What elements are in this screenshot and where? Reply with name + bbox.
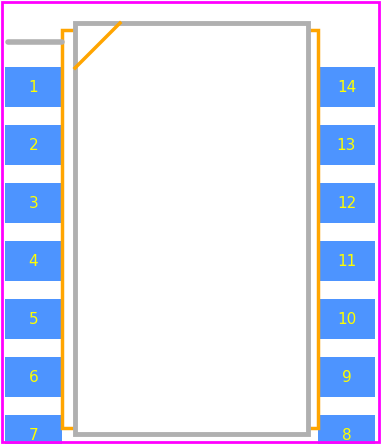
Bar bbox=[5, 125, 62, 165]
Text: 9: 9 bbox=[342, 369, 351, 385]
Text: 1: 1 bbox=[29, 79, 38, 95]
Bar bbox=[318, 241, 375, 281]
Bar bbox=[5, 67, 62, 107]
Text: 3: 3 bbox=[29, 195, 38, 210]
Bar bbox=[5, 241, 62, 281]
Bar bbox=[318, 183, 375, 223]
Text: 12: 12 bbox=[337, 195, 356, 210]
Text: 5: 5 bbox=[29, 312, 38, 326]
Text: 2: 2 bbox=[29, 138, 38, 152]
Text: 10: 10 bbox=[337, 312, 356, 326]
Bar bbox=[5, 357, 62, 397]
Bar bbox=[318, 125, 375, 165]
Text: 8: 8 bbox=[342, 428, 351, 443]
Text: 6: 6 bbox=[29, 369, 38, 385]
Text: 14: 14 bbox=[337, 79, 356, 95]
Bar bbox=[318, 299, 375, 339]
Bar bbox=[318, 357, 375, 397]
Bar bbox=[62, 30, 318, 428]
Text: 4: 4 bbox=[29, 254, 38, 269]
Bar bbox=[318, 67, 375, 107]
Bar bbox=[75, 23, 308, 434]
Bar bbox=[5, 415, 62, 444]
Bar bbox=[5, 183, 62, 223]
Text: 7: 7 bbox=[29, 428, 38, 443]
Text: 13: 13 bbox=[337, 138, 356, 152]
Bar bbox=[5, 299, 62, 339]
Text: 11: 11 bbox=[337, 254, 356, 269]
Bar bbox=[318, 415, 375, 444]
